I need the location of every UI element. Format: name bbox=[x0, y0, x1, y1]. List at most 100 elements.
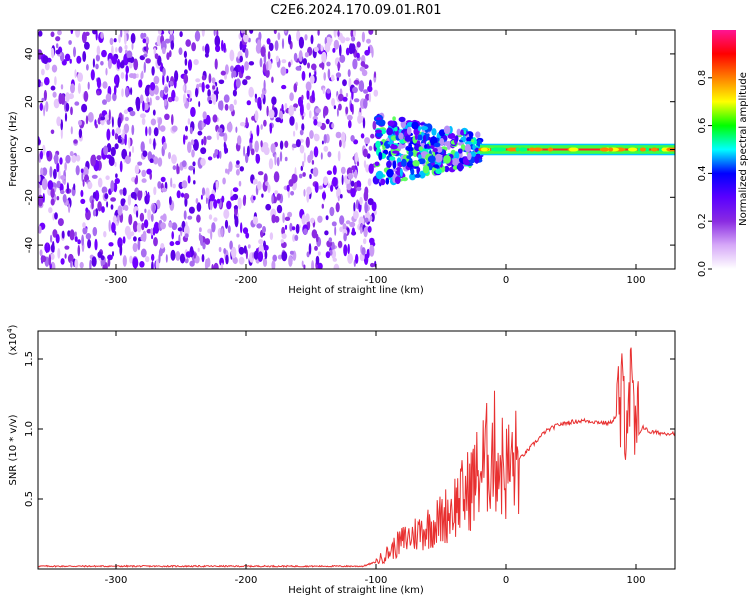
spectrogram-cell bbox=[160, 222, 167, 230]
spectrogram-cell bbox=[80, 168, 84, 174]
spectrogram-cell bbox=[369, 237, 375, 245]
spectrogram-cell bbox=[50, 129, 55, 135]
spectrogram-cell bbox=[56, 116, 62, 127]
spectrogram-cell bbox=[202, 111, 207, 120]
spectrogram-cell bbox=[343, 232, 347, 242]
spectrogram-cell bbox=[244, 48, 249, 59]
spectrogram-cell bbox=[40, 81, 43, 87]
spectrogram-cell bbox=[269, 122, 273, 134]
spectrogram-cell bbox=[306, 102, 311, 111]
spectrogram-cell bbox=[363, 238, 367, 245]
spectrogram-y-axis-label: Frequency (Hz) bbox=[8, 111, 19, 187]
spectrogram-cell bbox=[114, 143, 119, 150]
spectrogram-cell bbox=[337, 150, 341, 162]
spectrogram-cell bbox=[71, 154, 77, 163]
spectrogram-cell bbox=[59, 157, 63, 165]
spectrogram-cell bbox=[301, 70, 306, 81]
spectrogram-cell bbox=[129, 255, 133, 264]
spectrogram-cell bbox=[57, 30, 62, 36]
spectrogram-cell bbox=[308, 243, 312, 255]
spectrogram-cell bbox=[272, 254, 278, 262]
spectrogram-cell bbox=[45, 242, 48, 254]
spectrogram-cell bbox=[153, 156, 159, 165]
spectrogram-cell bbox=[418, 146, 423, 151]
spectrogram-cell bbox=[347, 253, 353, 264]
spectrogram-cell bbox=[82, 51, 87, 62]
spectrogram-cell bbox=[238, 256, 245, 265]
spectrogram-cell bbox=[242, 195, 246, 206]
spectrogram-cell bbox=[337, 62, 341, 70]
spectrogram-cell bbox=[309, 74, 315, 84]
spectrogram-cell bbox=[74, 101, 80, 106]
spectrogram-cell bbox=[408, 162, 414, 167]
snr-x-axis-label: Height of straight line (km) bbox=[288, 585, 424, 596]
spectrogram-cell bbox=[443, 155, 451, 164]
spectrogram-cell bbox=[150, 213, 154, 222]
spectrogram-cell bbox=[227, 225, 231, 234]
spectrogram-cell bbox=[128, 151, 132, 158]
spectrogram-cell bbox=[375, 117, 382, 121]
spectrogram-cell bbox=[361, 247, 366, 256]
spectrogram-cell bbox=[289, 116, 295, 126]
spectrogram-cell bbox=[240, 30, 247, 34]
spectrogram-cell bbox=[214, 35, 221, 47]
spectrogram-cell bbox=[117, 214, 120, 224]
spectrogram-cell bbox=[382, 145, 386, 151]
spectrogram-cell bbox=[287, 211, 293, 218]
spectrogram-cell bbox=[306, 251, 310, 258]
spectrogram-cell bbox=[159, 89, 164, 98]
spectrogram-cell bbox=[232, 70, 237, 78]
spectrogram-cell bbox=[249, 142, 253, 152]
spectrogram-cell bbox=[302, 172, 306, 177]
spectrogram-cell bbox=[195, 198, 199, 204]
spectrogram-cell bbox=[310, 217, 315, 224]
spectrogram-cell bbox=[41, 68, 45, 76]
spectrogram-cell bbox=[124, 205, 129, 211]
spectrogram-cell bbox=[190, 106, 196, 118]
spectrogram-cell bbox=[162, 47, 166, 55]
spectrogram-cell bbox=[305, 81, 312, 91]
spectrogram-cell bbox=[256, 124, 260, 137]
spectrogram-cell bbox=[288, 105, 295, 117]
spectrogram-cell bbox=[302, 58, 307, 66]
spectrogram-cell bbox=[363, 89, 369, 94]
spectrogram-cell bbox=[58, 169, 61, 180]
spectrogram-cell bbox=[317, 215, 323, 223]
spectrogram-cell bbox=[140, 141, 145, 153]
spectrogram-cell bbox=[82, 227, 88, 235]
spectrogram-cell bbox=[284, 156, 288, 162]
spectrogram-cell bbox=[295, 223, 300, 234]
spectrogram-cell bbox=[171, 231, 174, 240]
spectrogram-cell bbox=[406, 146, 414, 152]
spectrogram-cell bbox=[57, 248, 61, 259]
spectrogram-cell bbox=[361, 31, 365, 43]
spectrogram-cell bbox=[271, 194, 274, 204]
spectrogram-cell bbox=[295, 66, 302, 71]
spectrogram-cell bbox=[140, 72, 143, 80]
spectrogram-cell bbox=[269, 232, 274, 241]
spectrogram-cell bbox=[309, 130, 314, 139]
colorbar-tick-label: 0.2 bbox=[697, 213, 708, 229]
spectrogram-cell bbox=[208, 100, 213, 104]
spectrogram-cell bbox=[236, 160, 240, 165]
spectrogram-cell bbox=[411, 121, 419, 130]
spectrogram-cell bbox=[183, 74, 189, 84]
spectrogram-cell bbox=[353, 98, 360, 103]
spectrogram-cell bbox=[339, 226, 343, 233]
spectrogram-cell bbox=[359, 107, 362, 113]
spectrogram-cell bbox=[367, 198, 374, 206]
spectrogram-cell bbox=[462, 135, 466, 143]
spectrogram-cell bbox=[320, 152, 323, 160]
spectrogram-cell bbox=[257, 251, 264, 262]
spectrogram-cell bbox=[184, 69, 188, 75]
spectrogram-cell bbox=[150, 228, 154, 236]
spectrogram-cell bbox=[291, 173, 297, 184]
spectrogram-cell bbox=[153, 85, 159, 95]
spectrogram-cell bbox=[160, 176, 166, 183]
spectrogram-cell bbox=[519, 147, 526, 152]
spectrogram-cell bbox=[356, 186, 362, 191]
spectrogram-cell bbox=[277, 254, 283, 260]
snr-scale-exponent: 4 bbox=[6, 328, 14, 333]
spectrogram-cell bbox=[144, 208, 147, 213]
